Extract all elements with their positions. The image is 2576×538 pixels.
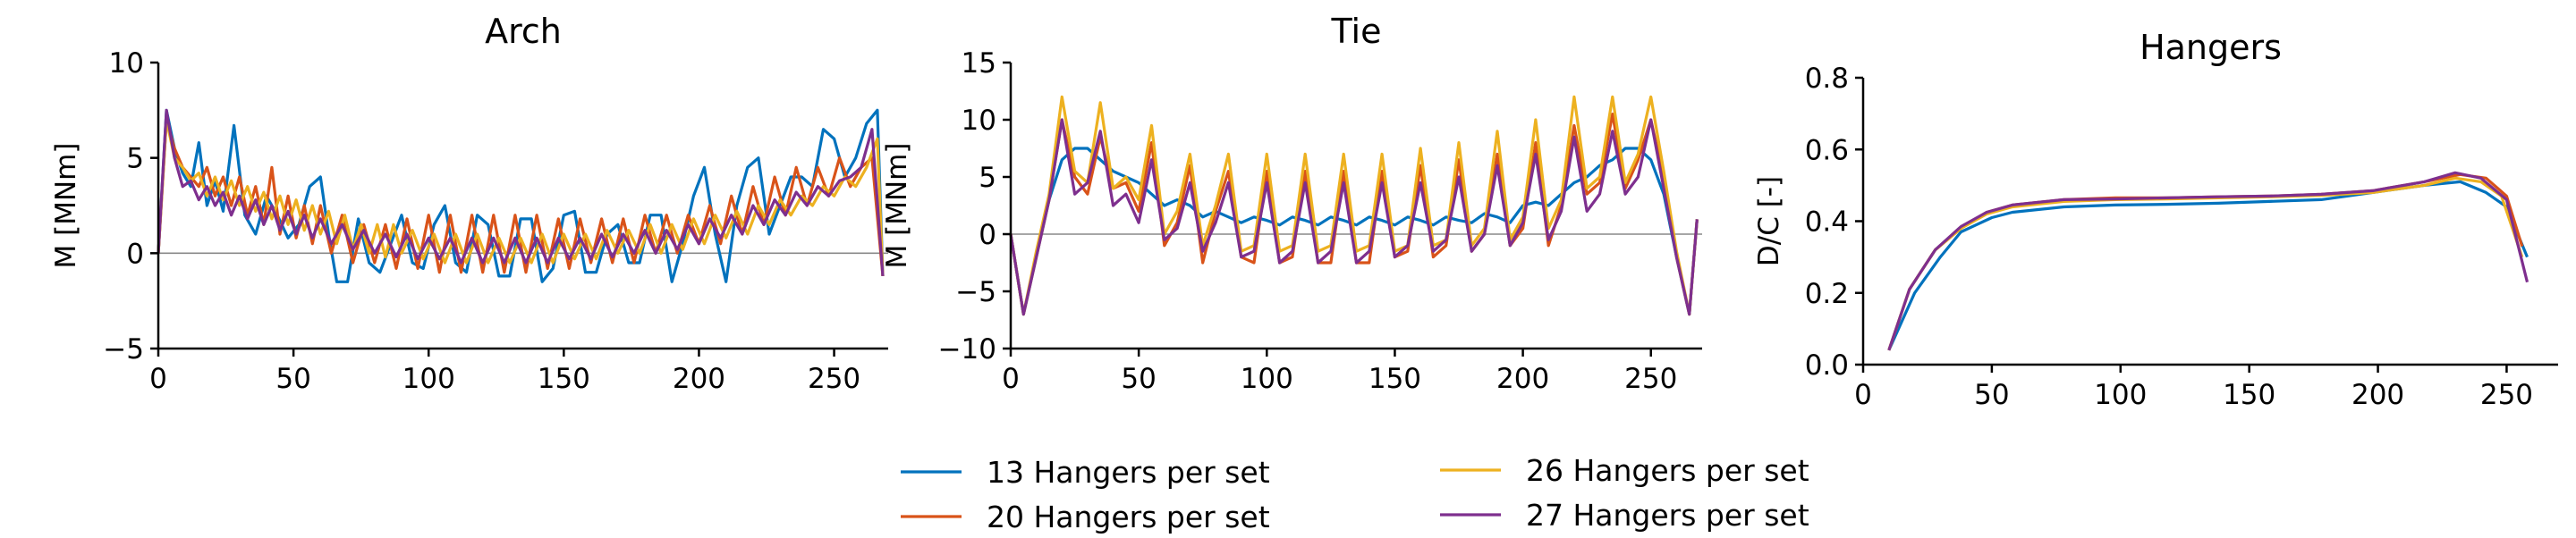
x-tick-label: 100 xyxy=(1241,363,1293,395)
y-tick-label: 10 xyxy=(109,47,144,80)
x-tick-label: 200 xyxy=(2351,379,2404,411)
x-tick-label: 200 xyxy=(1496,363,1549,395)
legend-item-13-hangers-per-set: 13 Hangers per set xyxy=(901,455,1270,490)
chart-title: Arch xyxy=(485,12,562,51)
y-axis-label: M [MNm] xyxy=(50,143,82,269)
chart-tie: Tie M [MNm] 0 50 100 150 200 250 −10 −5 0 5 10 15 xyxy=(881,12,1702,395)
y-axis-label: M [MNm] xyxy=(881,143,913,269)
x-tick-label: 50 xyxy=(1121,363,1156,395)
legend-label: 26 Hangers per set xyxy=(1526,453,1809,488)
series-line-26-hangers-per-set xyxy=(157,118,885,276)
series-line-20-hangers-per-set xyxy=(157,118,885,277)
y-tick-label: 15 xyxy=(962,47,996,80)
x-tick-label: 100 xyxy=(2094,379,2147,411)
series-line-26-hangers-per-set xyxy=(1009,95,1699,316)
x-tick-label: 250 xyxy=(808,363,860,395)
x-tick-label: 150 xyxy=(1368,363,1421,395)
y-tick-label: 10 xyxy=(962,105,996,137)
y-tick-label: 5 xyxy=(979,162,996,194)
y-tick-label: 0 xyxy=(126,238,144,270)
y-tick-label: −5 xyxy=(103,333,144,366)
legend-item-20-hangers-per-set: 20 Hangers per set xyxy=(901,500,1270,534)
chart-title: Tie xyxy=(1331,12,1382,51)
chart-hangers: Hangers D/C [-] 0 50 100 150 200 250 0.0 0.2 0.4 0.… xyxy=(1753,28,2558,411)
x-tick-label: 50 xyxy=(275,363,310,395)
x-tick-label: 100 xyxy=(402,363,455,395)
series-line-27-hangers-per-set xyxy=(157,108,885,277)
legend-label: 20 Hangers per set xyxy=(987,500,1270,534)
x-tick-label: 0 xyxy=(149,363,167,395)
series-line-27-hangers-per-set xyxy=(1887,171,2529,351)
chart-title: Hangers xyxy=(2140,28,2282,67)
legend-label: 13 Hangers per set xyxy=(987,455,1270,490)
x-tick-label: 50 xyxy=(1974,379,2009,411)
y-tick-label: 0.2 xyxy=(1805,278,1849,310)
x-tick-label: 0 xyxy=(1854,379,1872,411)
y-axis-label: D/C [-] xyxy=(1753,176,1785,266)
x-tick-label: 0 xyxy=(1002,363,1020,395)
series-line-13-hangers-per-set xyxy=(1887,180,2529,351)
x-tick-label: 150 xyxy=(538,363,590,395)
y-tick-label: 0.4 xyxy=(1805,206,1849,239)
series-line-20-hangers-per-set xyxy=(1887,172,2524,351)
legend-item-27-hangers-per-set: 27 Hangers per set xyxy=(1440,498,1809,533)
legend-item-26-hangers-per-set: 26 Hangers per set xyxy=(1440,453,1809,488)
series-line-27-hangers-per-set xyxy=(1009,118,1699,316)
y-tick-label: 0.6 xyxy=(1805,134,1849,166)
y-tick-label: −10 xyxy=(938,333,996,366)
legend-label: 27 Hangers per set xyxy=(1526,498,1809,533)
legend: 13 Hangers per set 20 Hangers per set 26 H… xyxy=(901,453,1809,534)
x-tick-label: 200 xyxy=(673,363,725,395)
y-tick-label: 5 xyxy=(126,143,144,175)
x-tick-label: 250 xyxy=(2480,379,2533,411)
x-tick-label: 250 xyxy=(1624,363,1677,395)
y-tick-label: 0.0 xyxy=(1805,349,1849,382)
y-tick-label: −5 xyxy=(955,276,996,308)
x-tick-label: 150 xyxy=(2223,379,2275,411)
series-line-20-hangers-per-set xyxy=(1009,112,1699,316)
y-tick-label: 0.8 xyxy=(1805,63,1849,95)
y-tick-label: 0 xyxy=(979,219,996,251)
series-line-13-hangers-per-set xyxy=(157,108,885,283)
